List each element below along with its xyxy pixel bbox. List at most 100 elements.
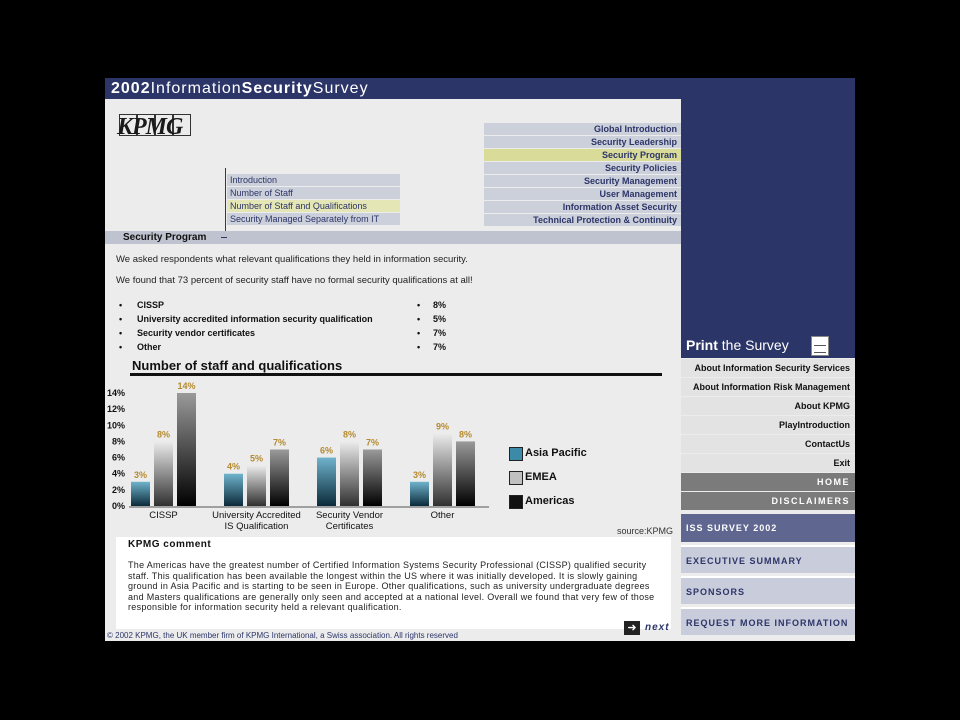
bar-emea-security-vendor-certificates (340, 441, 359, 506)
chart-title-rule (130, 373, 662, 376)
bar-value-label: 3% (413, 470, 426, 480)
title-word-survey: Survey (312, 80, 369, 97)
right-menu-item-about-kpmg[interactable]: About KPMG (681, 397, 855, 415)
y-tick-label: 2% (112, 485, 125, 495)
bar-emea-university-accredited-is-qualification (247, 465, 266, 506)
page-title: 2002InformationSecuritySurvey (105, 78, 855, 99)
bar-emea-cissp (154, 441, 173, 506)
qualification-percent-list: 8%5%7%7% (417, 300, 477, 356)
section-bar (105, 231, 681, 244)
section-title: Security Program (123, 232, 207, 243)
right-menu-item-exit[interactable]: Exit (681, 454, 855, 472)
y-tick-label: 6% (112, 453, 125, 463)
top-nav: Global Introduction Security Leadership Se… (484, 123, 681, 227)
x-category-label: CISSP (149, 510, 178, 521)
qualification-percent: 8% (417, 300, 477, 314)
top-nav-item-security-management[interactable]: Security Management (484, 175, 681, 187)
finding-paragraph: We found that 73 percent of security sta… (116, 275, 473, 286)
y-tick-label: 12% (107, 404, 125, 414)
bar-value-label: 9% (436, 421, 449, 431)
qualification-percent: 7% (417, 342, 477, 356)
right-header-panel (681, 99, 855, 332)
bar-value-label: 4% (227, 462, 240, 472)
bar-value-label: 5% (250, 454, 263, 464)
bar-value-label: 7% (273, 438, 286, 448)
bar-value-label: 6% (320, 446, 333, 456)
bar-value-label: 7% (366, 438, 379, 448)
x-category-label: Certificates (326, 521, 374, 532)
top-nav-item-information-asset-security[interactable]: Information Asset Security (484, 201, 681, 213)
qualification-item: Other (119, 342, 459, 356)
right-menu-item-about-information-risk-management[interactable]: About Information Risk Management (681, 378, 855, 396)
intro-paragraph: We asked respondents what relevant quali… (116, 254, 468, 265)
qualification-item: University accredited information securi… (119, 314, 459, 328)
bar-chart: 0% 2% 4% 6% 8% 10% 12% 14% 3% 8% 14% 4% 5% 7% 6% 8% 7% 3… (107, 381, 489, 532)
sub-nav-item-security-managed-separately-from-it[interactable]: Security Managed Separately from IT (227, 213, 400, 225)
bar-americas-cissp (177, 393, 196, 506)
kpmg-logo: KPMG (117, 114, 183, 140)
right-menu-item-disclaimers[interactable]: DISCLAIMERS (681, 492, 855, 510)
bar-asia-pacific-cissp (131, 481, 150, 506)
bar-asia-pacific-other (410, 481, 429, 506)
bar-value-label: 8% (343, 429, 356, 439)
y-tick-label: 14% (107, 388, 125, 398)
top-nav-item-global-introduction[interactable]: Global Introduction (484, 123, 681, 135)
right-menu-item-about-information-security-services[interactable]: About Information Security Services (681, 359, 855, 377)
top-nav-item-security-policies[interactable]: Security Policies (484, 162, 681, 174)
qualification-percent: 7% (417, 328, 477, 342)
next-label: next (645, 622, 670, 633)
sub-nav-item-number-of-staff[interactable]: Number of Staff (227, 187, 400, 199)
subnav-divider (225, 168, 226, 237)
top-nav-item-technical-protection-continuity[interactable]: Technical Protection & Continuity (484, 214, 681, 226)
print-label: the Survey (717, 337, 789, 353)
right-menu: About Information Security Services About… (681, 359, 855, 511)
legend-label: EMEA (525, 471, 557, 483)
y-tick-label: 0% (112, 501, 125, 511)
x-category-label: IS Qualification (225, 521, 289, 532)
right-button-sponsors[interactable]: SPONSORS (681, 576, 855, 604)
bar-value-label: 8% (459, 429, 472, 439)
right-button-executive-summary[interactable]: EXECUTIVE SUMMARY (681, 545, 855, 573)
x-category-label: University Accredited (212, 510, 301, 521)
right-menu-item-home[interactable]: HOME (681, 473, 855, 491)
bar-value-label: 14% (177, 381, 195, 391)
comment-box (116, 537, 671, 629)
bar-asia-pacific-university-accredited-is-qualification (224, 473, 243, 506)
bar-value-label: 8% (157, 429, 170, 439)
y-tick-label: 4% (112, 469, 125, 479)
chart-source: source:KPMG (617, 526, 674, 536)
bar-emea-other (433, 433, 452, 506)
survey-window: 2002InformationSecuritySurvey KPMG Globa… (105, 78, 855, 641)
title-word-security: Security (241, 80, 313, 97)
right-button-request-more-information[interactable]: REQUEST MORE INFORMATION (681, 607, 855, 635)
arrow-right-icon: ➜ (624, 621, 640, 635)
legend-label: Asia Pacific (525, 447, 587, 459)
section-connector (221, 237, 227, 238)
comment-text: The Americas have the greatest number of… (128, 560, 655, 612)
print-survey-button[interactable]: Print the Survey (681, 332, 855, 358)
qualification-item: CISSP (119, 300, 459, 314)
x-category-label: Other (431, 510, 455, 521)
x-category-label: Security Vendor (316, 510, 383, 521)
sub-nav-item-introduction[interactable]: Introduction (227, 174, 400, 186)
top-nav-item-security-leadership[interactable]: Security Leadership (484, 136, 681, 148)
legend-swatch (509, 495, 523, 509)
qualification-percent: 5% (417, 314, 477, 328)
right-button-iss-survey-2002[interactable]: ISS SURVEY 2002 (681, 514, 855, 542)
copyright-notice: © 2002 KPMG, the UK member firm of KPMG … (107, 631, 458, 640)
title-word-information: Information (150, 80, 242, 97)
top-nav-item-security-program[interactable]: Security Program (484, 149, 681, 161)
bar-americas-other (456, 441, 475, 506)
bar-value-label: 3% (134, 470, 147, 480)
title-year: 2002 (111, 80, 151, 97)
sub-nav-item-number-of-staff-and-qualifications[interactable]: Number of Staff and Qualifications (227, 200, 400, 212)
qualification-item: Security vendor certificates (119, 328, 459, 342)
right-menu-item-playintroduction[interactable]: PlayIntroduction (681, 416, 855, 434)
bar-americas-university-accredited-is-qualification (270, 449, 289, 506)
kpmg-logo-boxes (119, 114, 193, 136)
legend-swatch (509, 471, 523, 485)
y-tick-label: 10% (107, 420, 125, 430)
right-menu-item-contactus[interactable]: ContactUs (681, 435, 855, 453)
top-nav-item-user-management[interactable]: User Management (484, 188, 681, 200)
